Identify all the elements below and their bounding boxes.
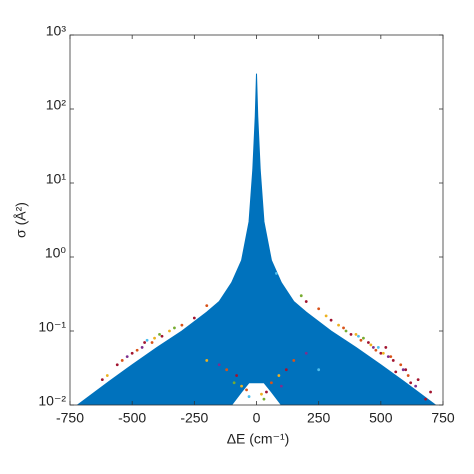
point <box>344 329 348 333</box>
point <box>247 395 251 398</box>
y-tick-label: 10¹ <box>46 171 67 187</box>
point <box>270 381 273 385</box>
point <box>414 384 418 388</box>
x-tick-label: -250 <box>180 410 208 426</box>
point <box>158 332 161 336</box>
x-axis-label: ΔE (cm⁻¹) <box>227 431 290 447</box>
point <box>342 326 345 330</box>
point <box>240 384 243 388</box>
point <box>173 326 176 330</box>
point <box>409 381 413 385</box>
point <box>371 346 375 349</box>
point <box>105 374 109 377</box>
y-tick-label: 10⁰ <box>45 245 67 261</box>
x-tick-label: -500 <box>118 410 146 426</box>
point <box>235 374 239 377</box>
x-tick-label: 250 <box>307 410 331 426</box>
point <box>205 359 209 362</box>
point <box>362 336 365 340</box>
point <box>386 355 390 359</box>
point <box>284 368 288 372</box>
point <box>100 378 104 382</box>
point <box>120 359 124 362</box>
point <box>354 332 358 336</box>
plot-area <box>76 73 437 405</box>
cloud-area <box>76 73 437 405</box>
point <box>317 307 321 311</box>
point <box>374 348 378 352</box>
point <box>416 378 420 382</box>
point <box>299 294 303 298</box>
point <box>324 314 328 318</box>
point <box>292 359 296 362</box>
x-tick-label: -750 <box>56 410 84 426</box>
point <box>376 346 380 349</box>
point <box>277 374 281 377</box>
point <box>192 316 196 320</box>
y-tick-label: 10⁻¹ <box>38 319 66 335</box>
point <box>304 351 308 355</box>
point <box>404 368 408 372</box>
point <box>399 363 403 367</box>
point <box>125 355 129 359</box>
point <box>406 374 410 377</box>
point <box>145 338 149 342</box>
point <box>260 392 263 396</box>
point <box>205 304 209 308</box>
point <box>160 334 164 338</box>
point <box>153 336 156 340</box>
point <box>369 343 373 347</box>
point <box>329 318 333 322</box>
point <box>180 323 184 327</box>
x-tick-label: 0 <box>253 410 261 426</box>
point <box>337 323 340 327</box>
point <box>245 388 248 392</box>
y-tick-label: 10² <box>46 97 67 113</box>
y-tick-label: 10³ <box>46 23 67 39</box>
x-tick-label: 500 <box>369 410 393 426</box>
point <box>394 370 398 374</box>
point <box>135 348 139 352</box>
point <box>130 351 134 355</box>
point <box>384 346 388 349</box>
point <box>349 332 353 336</box>
point <box>150 341 154 344</box>
point <box>217 363 221 367</box>
x-tick-label: 750 <box>431 410 455 426</box>
point <box>115 363 119 367</box>
point <box>274 272 278 275</box>
point <box>168 329 171 333</box>
point <box>401 368 405 372</box>
point <box>304 300 308 303</box>
point <box>232 381 236 385</box>
point <box>225 368 229 372</box>
point <box>262 397 266 401</box>
point <box>429 390 432 394</box>
point <box>367 341 370 344</box>
point <box>357 334 360 338</box>
point <box>379 351 383 355</box>
point <box>279 384 283 388</box>
point <box>389 355 393 359</box>
point <box>359 338 363 342</box>
point <box>424 397 427 401</box>
point <box>381 351 385 355</box>
point <box>140 346 144 349</box>
point <box>143 341 147 344</box>
point <box>317 368 321 372</box>
y-tick-label: 10⁻² <box>38 393 66 409</box>
point <box>391 359 395 362</box>
y-axis-label: σ (Å²) <box>13 202 29 238</box>
point <box>265 390 268 394</box>
